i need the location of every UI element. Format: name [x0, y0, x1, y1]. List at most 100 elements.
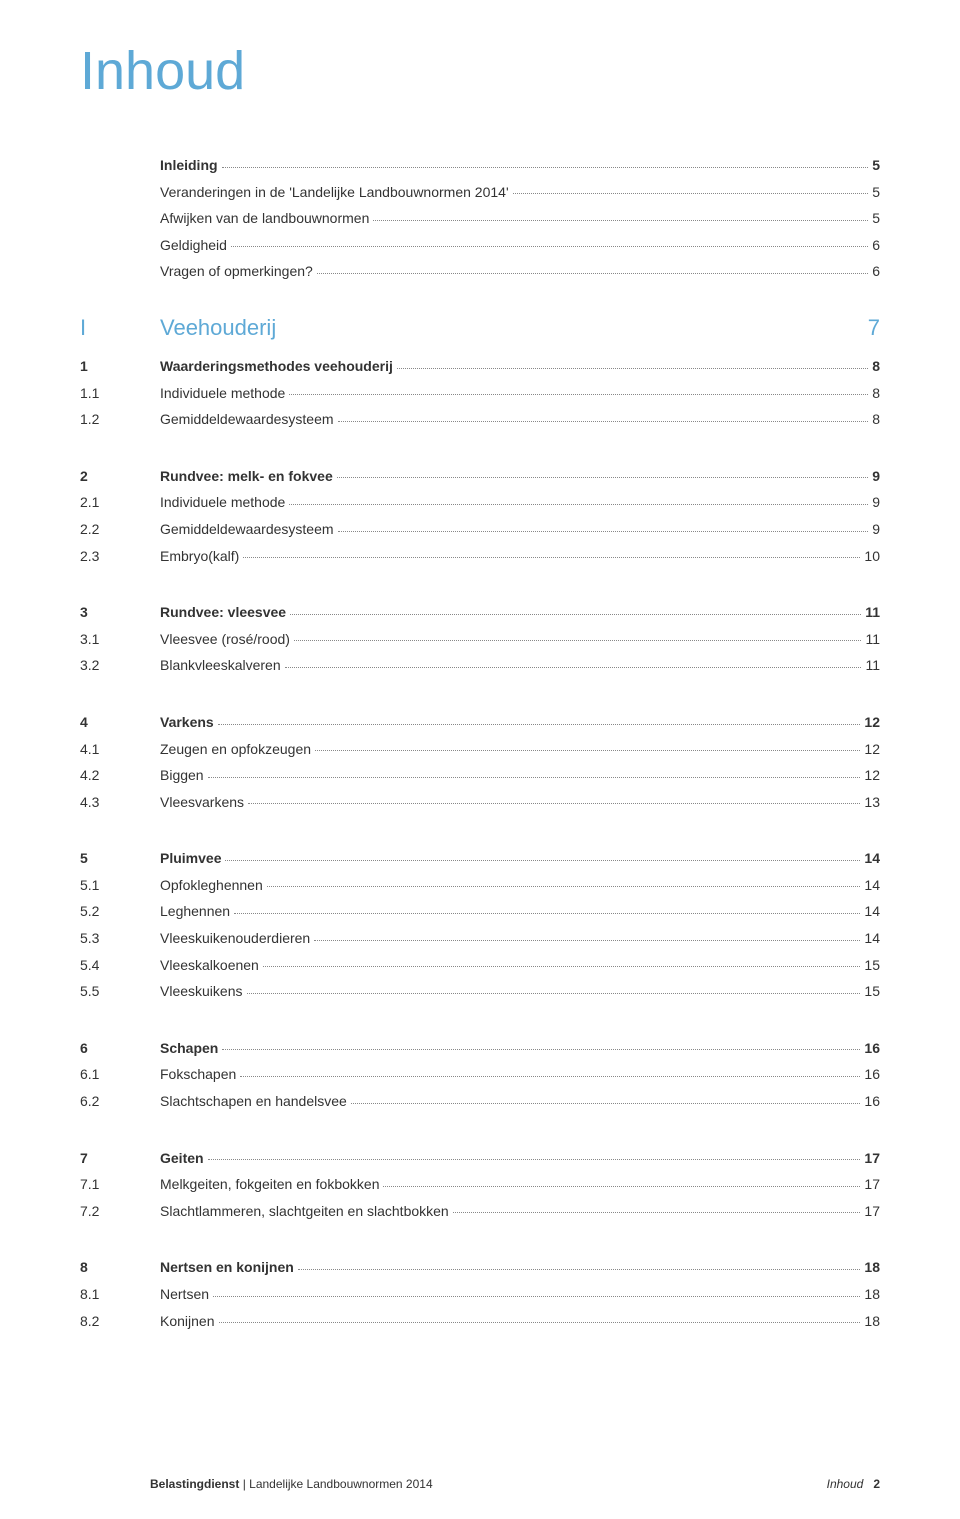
toc-entry-label: Zeugen en opfokzeugen — [160, 736, 311, 763]
toc-section-block: 1Waarderingsmethodes veehouderij81.1Indi… — [80, 353, 880, 433]
toc-leader-dots — [263, 966, 861, 967]
toc-entry-label: Leghennen — [160, 898, 230, 925]
toc-entry-page: 8 — [872, 406, 880, 433]
toc-row: Geldigheid6 — [160, 232, 880, 259]
toc-entry-label: Slachtlammeren, slachtgeiten en slachtbo… — [160, 1198, 449, 1225]
toc-entry-page: 5 — [872, 205, 880, 232]
toc-leader-dots — [383, 1186, 860, 1187]
toc-section-block: 6Schapen166.1Fokschapen166.2Slachtschape… — [80, 1035, 880, 1115]
toc-entry-page: 18 — [864, 1308, 880, 1335]
toc-entry-number: 4.3 — [80, 789, 160, 816]
toc-entry-page: 9 — [872, 516, 880, 543]
toc-entry-page: 14 — [864, 872, 880, 899]
toc-entry-label: Waarderingsmethodes veehouderij — [160, 353, 393, 380]
toc-entry-page: 18 — [864, 1254, 880, 1281]
toc-entry-number: 3.2 — [80, 652, 160, 679]
toc-entry-number: 5 — [80, 845, 160, 872]
toc-entry-label: Vleesvarkens — [160, 789, 244, 816]
footer-source-rest: Landelijke Landbouwnormen 2014 — [249, 1477, 432, 1491]
toc-entry-label: Afwijken van de landbouwnormen — [160, 205, 369, 232]
toc-section-block: 5Pluimvee 145.1Opfokleghennen145.2Leghenn… — [80, 845, 880, 1005]
toc-leader-dots — [219, 1322, 861, 1323]
toc-entry-page: 8 — [872, 380, 880, 407]
toc-row: 8.1Nertsen18 — [80, 1281, 880, 1308]
toc-leader-dots — [397, 368, 868, 369]
toc-row: 1.2Gemiddeldewaardesysteem 8 — [80, 406, 880, 433]
toc-entry-label: Individuele methode — [160, 380, 285, 407]
toc-leader-dots — [248, 803, 860, 804]
toc-leader-dots — [243, 557, 860, 558]
toc-entry-label: Gemiddeldewaardesysteem — [160, 406, 334, 433]
toc-row: 4.1Zeugen en opfokzeugen12 — [80, 736, 880, 763]
toc-section-block: 8Nertsen en konijnen188.1Nertsen188.2Kon… — [80, 1254, 880, 1334]
toc-row: 3Rundvee: vleesvee11 — [80, 599, 880, 626]
toc-entry-number: 5.2 — [80, 898, 160, 925]
toc-entry-page: 9 — [872, 489, 880, 516]
toc-row: 4.2Biggen12 — [80, 762, 880, 789]
toc-entry-page: 11 — [865, 652, 880, 679]
toc-entry-number: 2 — [80, 463, 160, 490]
toc-entry-label: Individuele methode — [160, 489, 285, 516]
toc-entry-page: 10 — [864, 543, 880, 570]
toc-leader-dots — [231, 246, 868, 247]
toc-entry-page: 5 — [872, 179, 880, 206]
footer-source-bold: Belastingdienst — [150, 1477, 239, 1491]
toc-leader-dots — [513, 193, 869, 194]
toc-row: 7.1Melkgeiten, fokgeiten en fokbokken 17 — [80, 1171, 880, 1198]
toc-entry-label: Geldigheid — [160, 232, 227, 259]
toc-entry-label: Veranderingen in de 'Landelijke Landbouw… — [160, 179, 509, 206]
toc-row: 5.1Opfokleghennen14 — [80, 872, 880, 899]
toc-row: 7.2Slachtlammeren, slachtgeiten en slach… — [80, 1198, 880, 1225]
toc-entry-page: 17 — [864, 1171, 880, 1198]
toc-entry-page: 15 — [864, 978, 880, 1005]
toc-leader-dots — [208, 1159, 861, 1160]
toc-part-header: IVeehouderij7 — [80, 315, 880, 341]
toc-row: 8Nertsen en konijnen18 — [80, 1254, 880, 1281]
toc-entry-number: 3 — [80, 599, 160, 626]
toc-leader-dots — [317, 273, 868, 274]
toc-entry-number: 1.2 — [80, 406, 160, 433]
toc-row: 6.2Slachtschapen en handelsvee16 — [80, 1088, 880, 1115]
toc-leader-dots — [453, 1212, 861, 1213]
toc-section-block: 7Geiten177.1Melkgeiten, fokgeiten en fok… — [80, 1145, 880, 1225]
toc-entry-page: 18 — [864, 1281, 880, 1308]
toc-row: 6.1Fokschapen16 — [80, 1061, 880, 1088]
toc-entry-number: 4 — [80, 709, 160, 736]
toc-entry-page: 16 — [864, 1035, 880, 1062]
toc-entry-number: 8.2 — [80, 1308, 160, 1335]
toc-entry-page: 8 — [872, 353, 880, 380]
toc-entry-label: Schapen — [160, 1035, 218, 1062]
toc-entry-number: 6.1 — [80, 1061, 160, 1088]
toc-leader-dots — [240, 1076, 860, 1077]
toc-entry-label: Pluimvee — [160, 845, 221, 872]
toc-leader-dots — [208, 777, 861, 778]
toc-row: 5.3Vleeskuikenouderdieren14 — [80, 925, 880, 952]
toc-entry-number: 2.3 — [80, 543, 160, 570]
toc-entry-page: 15 — [864, 952, 880, 979]
toc-entry-number: 4.2 — [80, 762, 160, 789]
toc-entry-page: 17 — [864, 1145, 880, 1172]
toc-entry-page: 5 — [872, 152, 880, 179]
toc-entry-number: 7.2 — [80, 1198, 160, 1225]
part-page: 7 — [868, 315, 880, 341]
toc-row: 1Waarderingsmethodes veehouderij8 — [80, 353, 880, 380]
toc-entry-page: 11 — [865, 626, 880, 653]
toc-entry-number: 6.2 — [80, 1088, 160, 1115]
toc-leader-dots — [289, 504, 868, 505]
footer-source: Belastingdienst | Landelijke Landbouwnor… — [150, 1477, 433, 1491]
toc-entry-label: Rundvee: melk- en fokvee — [160, 463, 333, 490]
toc-leader-dots — [373, 220, 868, 221]
toc-entry-page: 12 — [864, 709, 880, 736]
toc-entry-label: Geiten — [160, 1145, 204, 1172]
toc-entry-number: 8 — [80, 1254, 160, 1281]
toc-entry-label: Melkgeiten, fokgeiten en fokbokken — [160, 1171, 379, 1198]
toc-entry-number: 7.1 — [80, 1171, 160, 1198]
toc-entry-label: Vragen of opmerkingen? — [160, 258, 313, 285]
toc-entry-label: Gemiddeldewaardesysteem — [160, 516, 334, 543]
toc-leader-dots — [290, 614, 861, 615]
toc-entry-label: Fokschapen — [160, 1061, 236, 1088]
toc-entry-page: 6 — [872, 258, 880, 285]
page-footer: Belastingdienst | Landelijke Landbouwnor… — [150, 1477, 880, 1491]
toc-leader-dots — [267, 886, 861, 887]
toc-entry-number: 8.1 — [80, 1281, 160, 1308]
